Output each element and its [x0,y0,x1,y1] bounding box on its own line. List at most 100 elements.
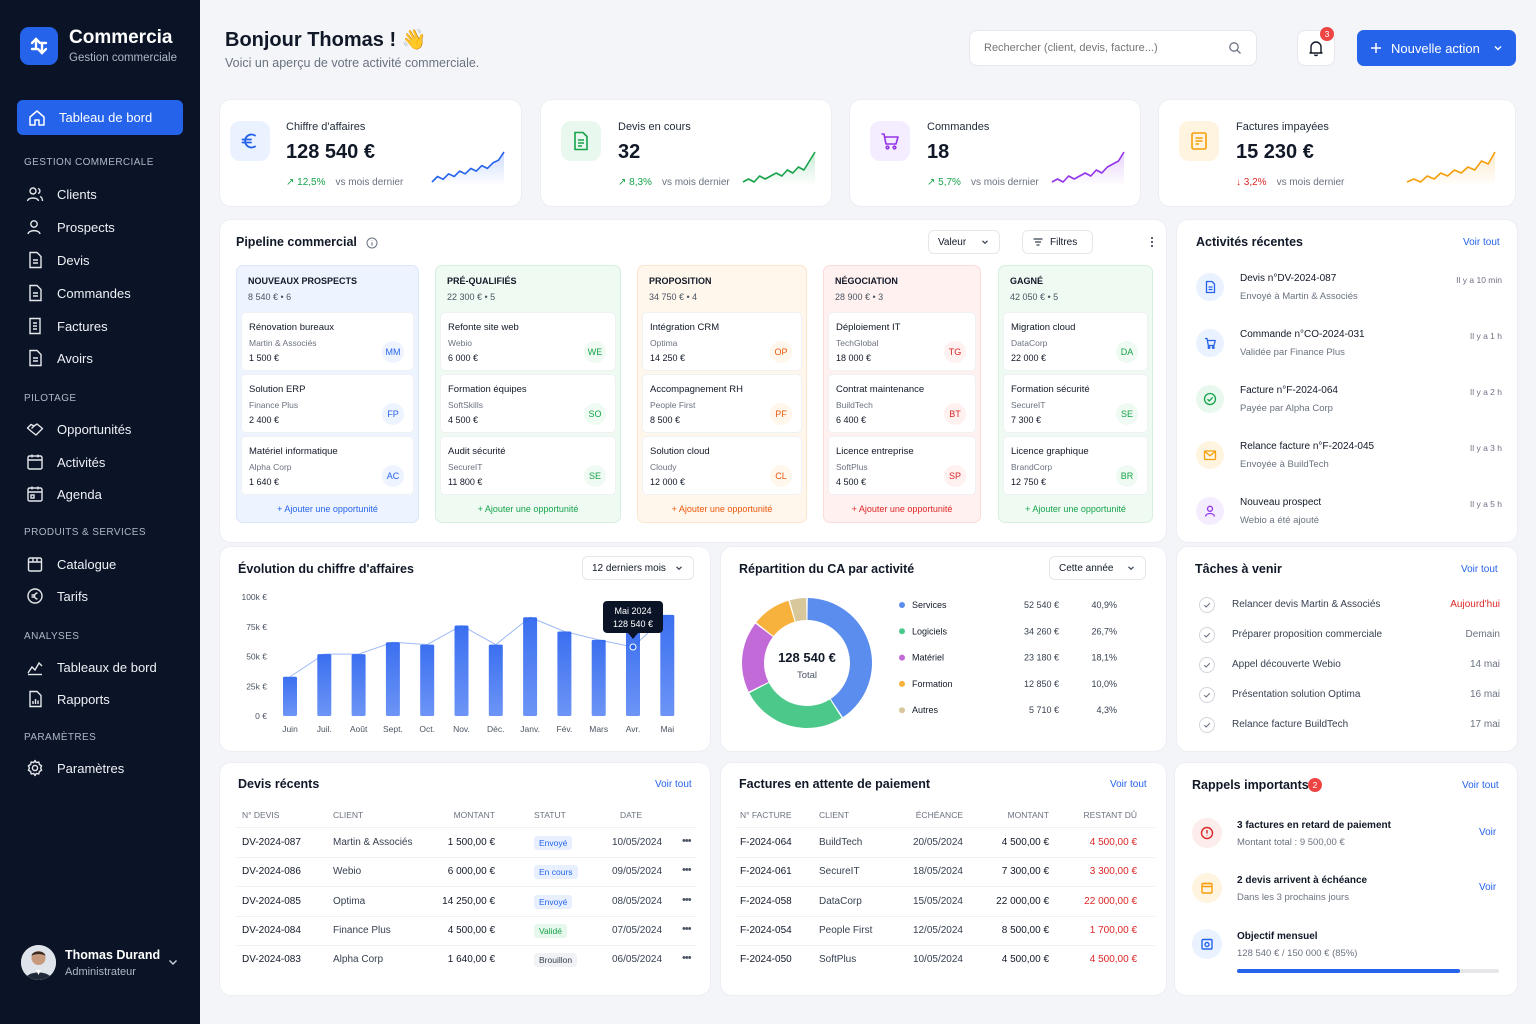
sidebar-item-activites[interactable]: Activités [17,447,183,477]
sidebar-item-commandes[interactable]: Commandes [17,278,183,308]
quote-client: Webio [333,866,362,878]
donut-slice[interactable] [756,600,795,637]
sidebar-item-clients[interactable]: Clients [17,179,183,209]
activity-time: Il y a 10 min [1456,275,1502,285]
quotes-see-all-link[interactable]: Voir tout [655,779,692,790]
opportunity-card[interactable]: Rénovation bureaux Martin & Associés 1 500… [241,312,414,371]
donut-slice[interactable] [807,598,872,718]
add-opportunity-link[interactable]: + Ajouter une opportunité [671,504,773,514]
donut-slice[interactable] [749,682,842,728]
opportunity-card[interactable]: Formation sécurité SecureIT 7 300 € SE [1003,374,1148,433]
info-icon[interactable] [366,237,378,249]
new-action-button[interactable]: Nouvelle action [1357,30,1516,66]
row-menu-button[interactable]: ••• [682,893,692,906]
activity-split-title: Répartition du CA par activité [739,562,915,576]
sidebar-item-tableaux-de-bord[interactable]: Tableaux de bord [17,652,183,682]
bar[interactable] [351,654,366,716]
invoices-see-all-link[interactable]: Voir tout [1110,779,1147,790]
notifications-button[interactable] [1297,30,1335,66]
legend-percent: 4,3% [1096,705,1117,715]
opportunity-card[interactable]: Matériel informatique Alpha Corp 1 640 € AC [241,436,414,495]
bar[interactable] [591,639,606,716]
opportunity-card[interactable]: Audit sécurité SecureIT 11 800 € SE [440,436,616,495]
opportunity-card[interactable]: Refonte site web Webio 6 000 € WE [440,312,616,371]
sidebar-item-tarifs[interactable]: Tarifs [17,581,183,611]
value-select[interactable]: Valeur [928,230,1000,254]
task-checkbox[interactable] [1199,597,1215,613]
sparkline [1051,151,1125,186]
sidebar-item-factures[interactable]: Factures [17,311,183,341]
opportunity-card[interactable]: Licence entreprise SoftPlus 4 500 € SP [828,436,976,495]
bar[interactable] [660,614,675,716]
search-icon[interactable] [1228,41,1242,55]
reminders-see-all-link[interactable]: Voir tout [1462,780,1499,791]
opportunity-card[interactable]: Intégration CRM Optima 14 250 € OP [642,312,802,371]
add-opportunity-link[interactable]: + Ajouter une opportunité [477,504,579,514]
highlight-point[interactable] [629,643,637,651]
tasks-see-all-link[interactable]: Voir tout [1461,564,1498,575]
bar[interactable] [317,654,332,716]
opportunity-card[interactable]: Accompagnement RH People First 8 500 € PF [642,374,802,433]
row-menu-button[interactable]: ••• [682,922,692,935]
row-menu-button[interactable]: ••• [682,835,692,847]
period-select[interactable]: 12 derniers mois [582,556,694,580]
opportunity-card[interactable]: Déploiement IT TechGlobal 18 000 € TG [828,312,976,371]
donut-slice[interactable] [789,598,807,622]
sidebar-item-parametres[interactable]: Paramètres [17,753,183,783]
search-input[interactable] [984,42,1214,54]
task-checkbox[interactable] [1199,687,1215,703]
sidebar-item-avoirs[interactable]: Avoirs [17,343,183,373]
legend-label: Services [912,600,947,610]
donut-chart: 128 540 € Total Services 52 540 € 40,9% Logic… [742,598,1117,728]
bar[interactable] [283,676,297,716]
sidebar-item-tableau-de-bord[interactable]: Tableau de bord [17,100,183,135]
task-checkbox[interactable] [1199,657,1215,673]
divider [735,944,1155,946]
opportunity-card[interactable]: Solution cloud Cloudy 12 000 € CL [642,436,802,495]
row-menu-button[interactable]: ••• [682,952,692,965]
opportunity-value: 1 500 € [249,353,280,363]
bar[interactable] [557,631,572,716]
avatar[interactable] [21,945,56,980]
bar[interactable] [420,644,435,716]
sidebar-item-label: Commandes [57,285,131,301]
quote-date: 09/05/2024 [612,866,663,878]
bar[interactable] [626,626,640,716]
filters-button[interactable]: Filtres [1022,230,1093,254]
sidebar-item-catalogue[interactable]: Catalogue [17,549,183,579]
reminder-view-link[interactable]: Voir [1479,882,1497,893]
sidebar-item-opportunites[interactable]: Opportunités [17,414,183,444]
opportunity-card[interactable]: Licence graphique BrandCorp 12 750 € BR [1003,436,1148,495]
tasks-card: Tâches à venir Voir tout Relancer devis … [1176,546,1518,752]
invoice-remaining: 4 500,00 € [1089,954,1137,966]
more-vertical-icon[interactable] [1150,236,1154,248]
add-opportunity-link[interactable]: + Ajouter une opportunité [851,504,953,514]
sidebar-item-prospects[interactable]: Prospects [17,212,183,242]
chevron-down-icon[interactable] [166,955,180,969]
add-opportunity-link[interactable]: + Ajouter une opportunité [277,504,378,514]
opportunity-card[interactable]: Solution ERP Finance Plus 2 400 € FP [241,374,414,433]
task-checkbox[interactable] [1199,717,1215,733]
document-icon [29,349,42,367]
goal-progress-fill [1237,969,1460,973]
sidebar-item-devis[interactable]: Devis [17,245,183,275]
reminder-view-link[interactable]: Voir [1479,827,1497,838]
bar[interactable] [385,642,400,716]
opportunity-card[interactable]: Migration cloud DataCorp 22 000 € DA [1003,312,1148,371]
bar[interactable] [454,625,469,716]
row-menu-button[interactable]: ••• [682,864,692,877]
activities-see-all-link[interactable]: Voir tout [1463,237,1500,248]
bar[interactable] [488,644,503,716]
opportunity-card[interactable]: Contrat maintenance BuildTech 6 400 € BT [828,374,976,433]
revenue-chart-card: Évolution du chiffre d'affaires 12 derni… [219,546,711,752]
donut-slice[interactable] [742,623,773,692]
sidebar-item-rapports[interactable]: Rapports [17,684,183,714]
opportunity-card[interactable]: Formation équipes SoftSkills 4 500 € SO [440,374,616,433]
task-checkbox[interactable] [1199,627,1215,643]
sidebar-item-agenda[interactable]: Agenda [17,479,183,509]
add-opportunity-link[interactable]: + Ajouter une opportunité [1025,504,1126,514]
bar[interactable] [523,617,538,716]
year-select[interactable]: Cette année [1049,556,1146,580]
client-initials-avatar: TG [944,341,966,363]
x-tick-label: Oct. [419,724,435,734]
